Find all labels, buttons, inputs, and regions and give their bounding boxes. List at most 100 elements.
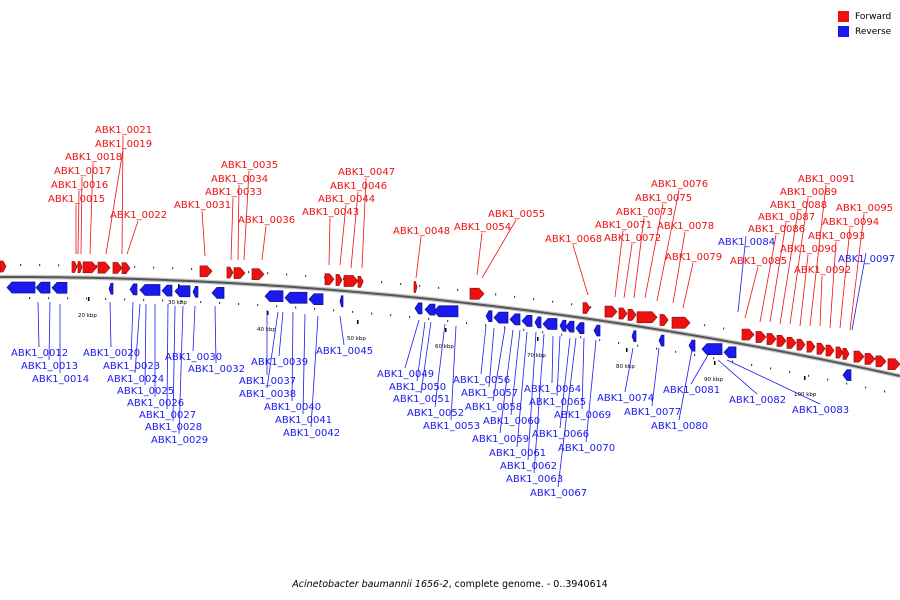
gene-label[interactable]: ABK1_0056	[453, 375, 510, 386]
gene-label[interactable]: ABK1_0016	[51, 180, 108, 191]
gene-label[interactable]: ABK1_0049	[377, 369, 434, 380]
gene-label[interactable]: ABK1_0051	[393, 394, 450, 405]
gene-label[interactable]: ABK1_0035	[221, 160, 278, 171]
gene-label[interactable]: ABK1_0079	[665, 252, 722, 263]
gene-label[interactable]: ABK1_0074	[597, 393, 654, 404]
gene-label[interactable]: ABK1_0031	[174, 200, 231, 211]
gene-label[interactable]: ABK1_0044	[318, 194, 375, 205]
leader-line	[416, 321, 426, 382]
leader-line	[585, 339, 597, 443]
gene-label[interactable]: ABK1_0063	[506, 474, 563, 485]
gene-label[interactable]: ABK1_0036	[238, 215, 295, 226]
gene-label[interactable]: ABK1_0065	[529, 397, 586, 408]
gene-label[interactable]: ABK1_0015	[48, 194, 105, 205]
gene-label[interactable]: ABK1_0029	[151, 435, 208, 446]
gene-label[interactable]: ABK1_0041	[275, 415, 332, 426]
gene-label[interactable]: ABK1_0097	[838, 254, 895, 265]
gene-label[interactable]: ABK1_0071	[595, 220, 652, 231]
gene-label[interactable]: ABK1_0095	[836, 203, 893, 214]
gene-label[interactable]: ABK1_0091	[798, 174, 855, 185]
gene-label[interactable]: ABK1_0046	[330, 181, 387, 192]
gene-label[interactable]: ABK1_0054	[454, 222, 511, 233]
gene-label[interactable]: ABK1_0062	[500, 461, 557, 472]
gene-label[interactable]: ABK1_0042	[283, 428, 340, 439]
gene-label[interactable]: ABK1_0019	[95, 139, 152, 150]
gene-label[interactable]: ABK1_0047	[338, 167, 395, 178]
gene-label[interactable]: ABK1_0061	[489, 448, 546, 459]
gene-label[interactable]: ABK1_0024	[107, 374, 164, 385]
gene-label[interactable]: ABK1_0034	[211, 174, 268, 185]
leader-line	[690, 354, 709, 385]
caption-organism: Acinetobacter baumannii 1656-2	[292, 579, 449, 590]
forward-gene-arrow	[636, 311, 658, 324]
gene-label[interactable]: ABK1_0080	[651, 421, 708, 432]
gene-label[interactable]: ABK1_0082	[729, 395, 786, 406]
gene-label[interactable]: ABK1_0018	[65, 152, 122, 163]
gene-label[interactable]: ABK1_0088	[770, 200, 827, 211]
gene-label[interactable]: ABK1_0066	[532, 429, 589, 440]
gene-label[interactable]: ABK1_0067	[530, 488, 587, 499]
gene-label[interactable]: ABK1_0045	[316, 346, 373, 357]
gene-label[interactable]: ABK1_0070	[558, 443, 615, 454]
gene-label[interactable]: ABK1_0040	[264, 402, 321, 413]
gene-label[interactable]: ABK1_0085	[730, 256, 787, 267]
gene-label[interactable]: ABK1_0094	[822, 217, 879, 228]
track-dot	[618, 341, 620, 344]
track-dot	[352, 310, 354, 313]
gene-label[interactable]: ABK1_0078	[657, 221, 714, 232]
gene-label[interactable]: ABK1_0089	[780, 187, 837, 198]
forward-gene-arrow	[0, 260, 7, 273]
track-dot	[105, 297, 107, 300]
gene-label[interactable]: ABK1_0059	[472, 434, 529, 445]
gene-label[interactable]: ABK1_0027	[139, 410, 196, 421]
legend-reverse-label: Reverse	[855, 26, 892, 37]
gene-label[interactable]: ABK1_0012	[11, 348, 68, 359]
gene-label[interactable]: ABK1_0032	[188, 364, 245, 375]
gene-label[interactable]: ABK1_0025	[117, 386, 174, 397]
gene-label[interactable]: ABK1_0077	[624, 407, 681, 418]
gene-label[interactable]: ABK1_0037	[239, 376, 296, 387]
gene-label[interactable]: ABK1_0038	[239, 389, 296, 400]
gene-label[interactable]: ABK1_0057	[461, 388, 518, 399]
gene-label[interactable]: ABK1_0076	[651, 179, 708, 190]
gene-label[interactable]: ABK1_0017	[54, 166, 111, 177]
gene-label[interactable]: ABK1_0052	[407, 408, 464, 419]
gene-label[interactable]: ABK1_0069	[554, 410, 611, 421]
gene-label[interactable]: ABK1_0058	[465, 402, 522, 413]
gene-label[interactable]: ABK1_0064	[524, 384, 581, 395]
gene-label[interactable]: ABK1_0022	[110, 210, 167, 221]
forward-gene-arrow	[251, 268, 265, 281]
track-dot	[58, 264, 60, 267]
gene-label[interactable]: ABK1_0030	[165, 352, 222, 363]
gene-label[interactable]: ABK1_0073	[616, 207, 673, 218]
gene-label[interactable]: ABK1_0014	[32, 374, 89, 385]
gene-label[interactable]: ABK1_0021	[95, 125, 152, 136]
gene-label[interactable]: ABK1_0092	[794, 265, 851, 276]
gene-label[interactable]: ABK1_0013	[21, 361, 78, 372]
gene-label[interactable]: ABK1_0093	[808, 231, 865, 242]
gene-label[interactable]: ABK1_0087	[758, 212, 815, 223]
reverse-gene-arrow	[35, 281, 51, 294]
gene-label[interactable]: ABK1_0068	[545, 234, 602, 245]
gene-label[interactable]: ABK1_0090	[780, 244, 837, 255]
gene-label[interactable]: ABK1_0048	[393, 226, 450, 237]
gene-label[interactable]: ABK1_0081	[663, 385, 720, 396]
track-dot	[865, 386, 867, 389]
gene-label[interactable]: ABK1_0023	[103, 361, 160, 372]
gene-label[interactable]: ABK1_0033	[205, 187, 262, 198]
gene-label[interactable]: ABK1_0055	[488, 209, 545, 220]
gene-label[interactable]: ABK1_0075	[635, 193, 692, 204]
gene-label[interactable]: ABK1_0039	[251, 357, 308, 368]
gene-label[interactable]: ABK1_0043	[302, 207, 359, 218]
gene-label[interactable]: ABK1_0060	[483, 416, 540, 427]
gene-label[interactable]: ABK1_0020	[83, 348, 140, 359]
leader-line	[809, 184, 827, 327]
gene-label[interactable]: ABK1_0028	[145, 422, 202, 433]
gene-label[interactable]: ABK1_0083	[792, 405, 849, 416]
gene-label[interactable]: ABK1_0084	[718, 237, 775, 248]
gene-label[interactable]: ABK1_0072	[604, 233, 661, 244]
gene-label[interactable]: ABK1_0050	[389, 382, 446, 393]
gene-label[interactable]: ABK1_0086	[748, 224, 805, 235]
gene-label[interactable]: ABK1_0026	[127, 398, 184, 409]
gene-label[interactable]: ABK1_0053	[423, 421, 480, 432]
